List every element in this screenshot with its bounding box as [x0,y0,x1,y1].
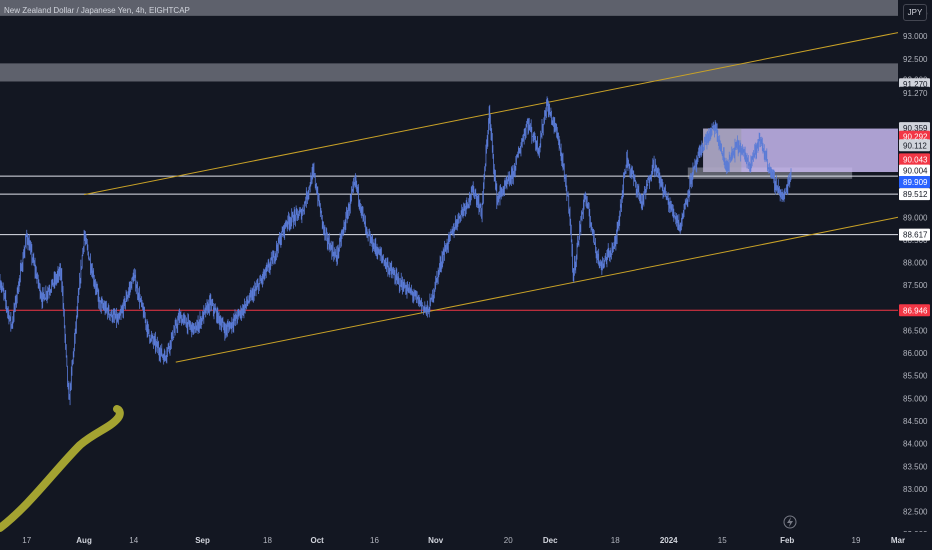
y-tick-label: 83.000 [903,485,928,494]
x-tick-label: 16 [370,536,379,545]
x-tick-label: 17 [22,536,31,545]
price-flag-red [899,304,930,317]
price-labels-layer: 92.00091.27091.27090.35990.29290.11290.0… [899,73,930,317]
price-flag-white [899,164,930,177]
price-flag-white [899,188,930,201]
price-flag-text: 91.270 [903,80,928,89]
x-tick-label: 14 [129,536,138,545]
x-tick-label: Mar [891,536,905,545]
y-tick-label: 93.000 [903,32,928,41]
price-flag-text: 88.617 [903,231,928,240]
price-flag-red [899,153,930,166]
x-tick-label: Nov [428,536,444,545]
y-tick-label: 85.000 [903,394,928,403]
x-tick-label: 2024 [660,536,678,545]
y-tick-label: 86.000 [903,349,928,358]
symbol-title: New Zealand Dollar / Japanese Yen, 4h, E… [4,6,190,15]
x-tick-label: 19 [852,536,861,545]
y-tick-label: 84.500 [903,417,928,426]
price-flag-blue [899,175,930,188]
price-flag-white [899,228,930,241]
y-tick-label: 88.000 [903,259,928,268]
y-tick-label: 86.500 [903,326,928,335]
candles-layer [0,96,792,406]
x-tick-label: 15 [718,536,727,545]
marker-layer [0,405,124,532]
currency-badge[interactable]: JPY [903,4,927,21]
x-tick-label: Feb [780,536,794,545]
price-flag-plain [899,86,930,99]
price-flag-text: 90.292 [903,133,928,142]
y-tick-label: 84.000 [903,440,928,449]
price-flag-text: 89.909 [903,178,928,187]
price-flag-plain [899,211,930,224]
x-tick-label: Oct [310,536,324,545]
price-flag-text: 90.043 [903,155,928,164]
y-tick-label: 87.500 [903,281,928,290]
y-tick-label: 83.500 [903,462,928,471]
price-flag-text: 90.359 [903,124,928,133]
x-tick-label: Aug [76,536,92,545]
channel-line-0 [83,32,899,196]
zone-0 [0,0,898,16]
y-tick-label: 82.500 [903,508,928,517]
x-tick-label: Sep [195,536,210,545]
time-axis-bg [0,532,932,550]
price-flag-text: 90.004 [903,167,928,176]
channel-line-1 [175,216,899,363]
x-tick-label: Dec [543,536,558,545]
y-tick-label: 92.500 [903,55,928,64]
y-tick-label: 85.500 [903,372,928,381]
price-flag-text: 89.512 [903,190,928,199]
trendlines-layer [83,32,899,363]
x-tick-label: 18 [263,536,272,545]
x-tick-label: 20 [504,536,513,545]
x-tick-label: 18 [611,536,620,545]
price-flag-text: 86.946 [903,306,928,315]
time-axis: 17 Aug 14 Sep 18 Oct 16 Nov 20 Dec 18 2024 15 Feb 19 Ma… [0,532,932,550]
zone-1 [0,63,898,82]
price-flag-text: 91.270 [903,89,928,98]
price-flag-text: 89.000 [903,213,928,222]
lightning-icon[interactable] [783,515,797,529]
marker-stroke [0,405,124,532]
price-flag-gray [899,139,930,152]
price-flag-text: 90.112 [903,141,927,150]
